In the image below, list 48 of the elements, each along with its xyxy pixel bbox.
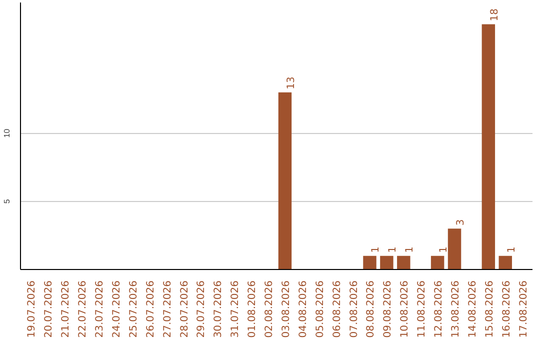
x-tick-label: 01.08.2026	[247, 280, 258, 338]
x-tick-label: 13.08.2026	[450, 280, 462, 338]
x-tick-label: 27.07.2026	[162, 280, 174, 338]
bar	[380, 256, 394, 270]
x-tick-label: 07.08.2026	[348, 280, 360, 338]
x-tick-label: 17.08.2026	[518, 280, 530, 338]
x-tick-label: 05.08.2026	[314, 280, 326, 338]
data-label: 13	[286, 76, 297, 90]
bar	[363, 256, 376, 270]
x-tick-label: 19.07.2026	[26, 280, 38, 338]
x-tick-label: 12.08.2026	[434, 280, 445, 338]
x-tick-label: 25.07.2026	[128, 280, 140, 338]
data-label: 1	[404, 246, 416, 253]
x-tick-label: 23.07.2026	[94, 280, 106, 338]
x-tick-label: 24.07.2026	[111, 280, 122, 338]
bar	[448, 228, 462, 270]
x-tick-label: 08.08.2026	[366, 280, 377, 338]
bar	[498, 256, 512, 270]
data-label: 1	[370, 246, 382, 253]
data-label: 18	[489, 8, 500, 22]
y-tick-label: 5	[2, 198, 12, 204]
y-tick-label: 10	[2, 128, 12, 138]
x-tick-label: 10.08.2026	[400, 280, 411, 338]
x-tick-label: 09.08.2026	[382, 280, 394, 338]
x-tick-label: 31.07.2026	[230, 280, 242, 338]
bar	[482, 24, 496, 270]
data-label: 1	[506, 246, 518, 253]
x-tick-label: 04.08.2026	[298, 280, 309, 338]
bar	[397, 256, 410, 270]
data-label: 3	[456, 219, 467, 226]
x-tick-label: 30.07.2026	[213, 280, 224, 338]
bar	[278, 92, 292, 270]
x-tick-label: 03.08.2026	[280, 280, 292, 338]
data-label: 1	[438, 246, 450, 253]
x-tick-label: 26.07.2026	[145, 280, 156, 338]
x-tick-label: 06.08.2026	[332, 280, 343, 338]
x-tick-label: 22.07.2026	[78, 280, 89, 338]
x-tick-label: 02.08.2026	[264, 280, 276, 338]
x-tick-label: 11.08.2026	[416, 280, 428, 338]
x-tick-label: 21.07.2026	[60, 280, 72, 338]
bar	[430, 256, 444, 270]
data-label: 1	[388, 246, 399, 253]
x-tick-label: 14.08.2026	[467, 280, 478, 338]
x-tick-label: 28.07.2026	[179, 280, 190, 338]
x-tick-label: 15.08.2026	[484, 280, 496, 338]
x-tick-label: 16.08.2026	[501, 280, 512, 338]
x-tick-label: 20.07.2026	[44, 280, 55, 338]
x-tick-label: 29.07.2026	[196, 280, 208, 338]
